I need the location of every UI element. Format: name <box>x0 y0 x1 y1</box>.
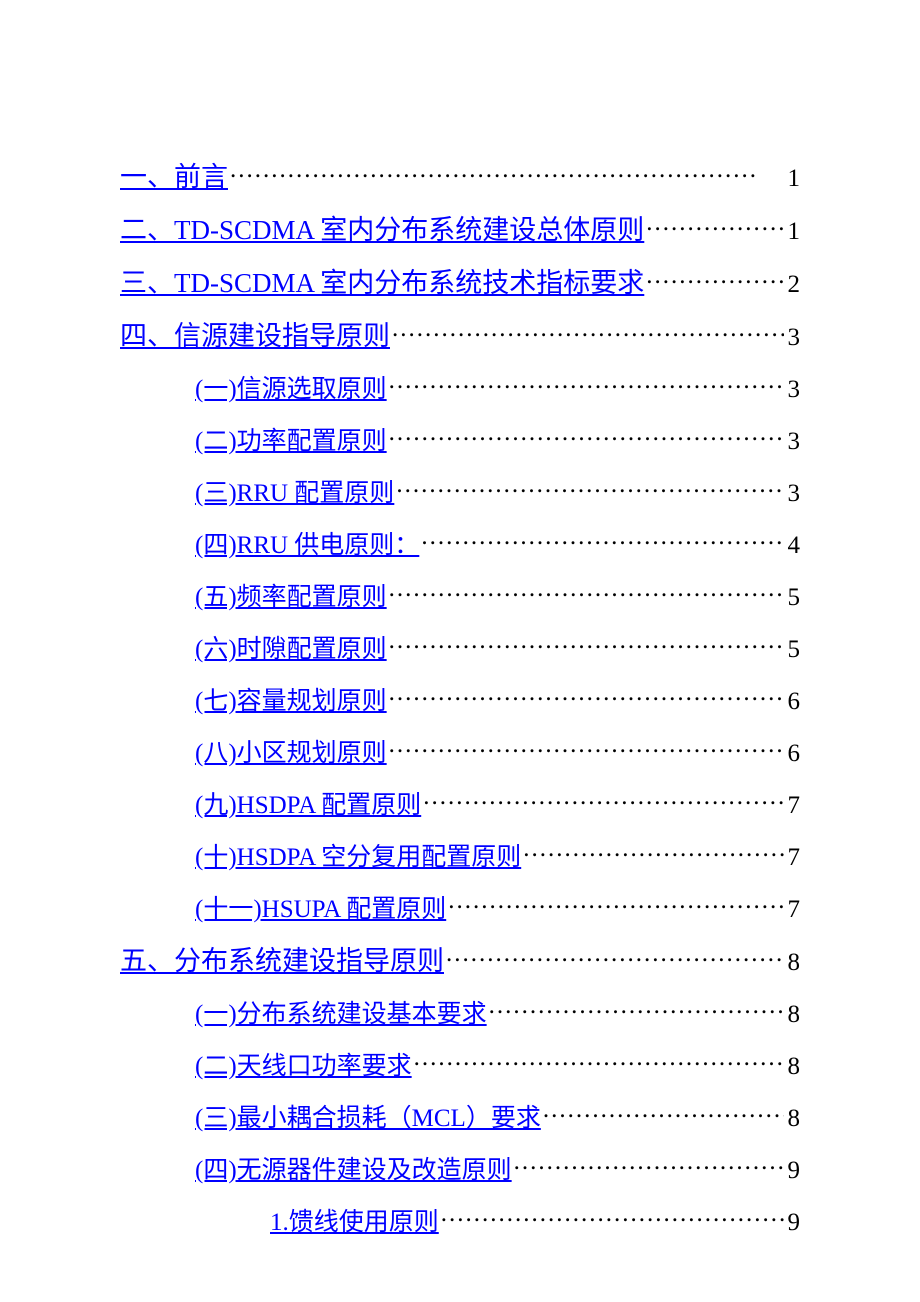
toc-leader-dots <box>390 315 784 345</box>
toc-entry: (二)天线口功率要求 8 <box>195 1044 800 1082</box>
toc-link[interactable]: 四、信源建设指导原则 <box>120 314 390 353</box>
toc-page-number: 3 <box>788 324 801 352</box>
toc-page-number: 6 <box>788 688 801 716</box>
toc-page-number: 7 <box>788 844 801 872</box>
toc-leader-dots <box>644 262 783 292</box>
toc-entry: (一)信源选取原则 3 <box>195 367 800 405</box>
toc-link[interactable]: (十一)HSUPA 配置原则 <box>195 889 446 925</box>
toc-leader-dots <box>228 156 784 186</box>
toc-leader-dots <box>387 575 784 605</box>
toc-entry: (十一)HSUPA 配置原则 7 <box>195 887 800 925</box>
toc-entry: 二、TD-SCDMA 室内分布系统建设总体原则 1 <box>120 208 800 247</box>
toc-link[interactable]: (四)无源器件建设及改造原则 <box>195 1150 512 1186</box>
toc-leader-dots <box>421 783 783 813</box>
toc-page-number: 1 <box>788 165 801 193</box>
toc-entry: (九)HSDPA 配置原则 7 <box>195 783 800 821</box>
toc-leader-dots <box>444 940 784 970</box>
toc-entry: 四、信源建设指导原则 3 <box>120 314 800 353</box>
toc-page-number: 8 <box>788 1053 801 1081</box>
toc-entry: 一、前言 1 <box>120 155 800 194</box>
toc-page-number: 1 <box>788 218 801 246</box>
toc-entry: (三)最小耦合损耗（MCL）要求 8 <box>195 1096 800 1134</box>
toc-link[interactable]: 1.馈线使用原则 <box>270 1202 439 1238</box>
toc-page-number: 4 <box>788 532 801 560</box>
toc-entry: (四)无源器件建设及改造原则 9 <box>195 1148 800 1186</box>
toc-leader-dots <box>412 1044 784 1074</box>
toc-leader-dots <box>521 835 783 865</box>
toc-page-number: 3 <box>788 376 801 404</box>
toc-link[interactable]: 三、TD-SCDMA 室内分布系统技术指标要求 <box>120 261 644 300</box>
toc-entry: (七)容量规划原则 6 <box>195 679 800 717</box>
toc-link[interactable]: (二)天线口功率要求 <box>195 1046 412 1082</box>
toc-entry: 1.馈线使用原则 9 <box>270 1200 800 1238</box>
toc-link[interactable]: 一、前言 <box>120 155 228 194</box>
toc-leader-dots <box>387 731 784 761</box>
toc-entry: (五)频率配置原则 5 <box>195 575 800 613</box>
toc-link[interactable]: (一)分布系统建设基本要求 <box>195 994 487 1030</box>
toc-page-number: 8 <box>788 1105 801 1133</box>
toc-entry: (三)RRU 配置原则 3 <box>195 471 800 509</box>
toc-page-number: 7 <box>788 896 801 924</box>
toc-leader-dots <box>387 679 784 709</box>
toc-link[interactable]: (二)功率配置原则 <box>195 421 387 457</box>
toc-link[interactable]: (六)时隙配置原则 <box>195 629 387 665</box>
toc-leader-dots <box>541 1096 784 1126</box>
toc-link[interactable]: (七)容量规划原则 <box>195 681 387 717</box>
toc-leader-dots <box>387 367 784 397</box>
toc-page-number: 5 <box>788 636 801 664</box>
toc-entry: 五、分布系统建设指导原则 8 <box>120 939 800 978</box>
toc-page-number: 9 <box>788 1157 801 1185</box>
toc-leader-dots <box>439 1200 784 1230</box>
toc-leader-dots <box>512 1148 784 1178</box>
toc-leader-dots <box>387 419 784 449</box>
toc-link[interactable]: (八)小区规划原则 <box>195 733 387 769</box>
toc-entry: (一)分布系统建设基本要求 8 <box>195 992 800 1030</box>
toc-leader-dots <box>387 627 784 657</box>
toc-page-number: 3 <box>788 480 801 508</box>
toc-link[interactable]: (四)RRU 供电原则： <box>195 525 419 561</box>
toc-leader-dots <box>394 471 783 501</box>
table-of-contents: 一、前言 1 二、TD-SCDMA 室内分布系统建设总体原则 1 三、TD-SCDMA … <box>120 155 800 1238</box>
toc-link[interactable]: (一)信源选取原则 <box>195 369 387 405</box>
toc-entry: (十)HSDPA 空分复用配置原则 7 <box>195 835 800 873</box>
toc-page-number: 5 <box>788 584 801 612</box>
toc-link[interactable]: 二、TD-SCDMA 室内分布系统建设总体原则 <box>120 208 644 247</box>
toc-leader-dots <box>419 523 783 553</box>
toc-entry: (二)功率配置原则 3 <box>195 419 800 457</box>
toc-page-number: 3 <box>788 428 801 456</box>
toc-leader-dots <box>644 209 783 239</box>
toc-link[interactable]: (五)频率配置原则 <box>195 577 387 613</box>
toc-leader-dots <box>446 887 783 917</box>
toc-page-number: 6 <box>788 740 801 768</box>
toc-leader-dots <box>487 992 784 1022</box>
toc-entry: (四)RRU 供电原则： 4 <box>195 523 800 561</box>
toc-page-number: 9 <box>788 1209 801 1237</box>
toc-link[interactable]: (三)最小耦合损耗（MCL）要求 <box>195 1098 541 1134</box>
toc-entry: (八)小区规划原则 6 <box>195 731 800 769</box>
toc-page-number: 2 <box>788 271 801 299</box>
toc-page-number: 8 <box>788 1001 801 1029</box>
toc-page-number: 8 <box>788 949 801 977</box>
toc-link[interactable]: (三)RRU 配置原则 <box>195 473 394 509</box>
toc-link[interactable]: (九)HSDPA 配置原则 <box>195 785 421 821</box>
toc-entry: 三、TD-SCDMA 室内分布系统技术指标要求 2 <box>120 261 800 300</box>
toc-link[interactable]: (十)HSDPA 空分复用配置原则 <box>195 837 521 873</box>
toc-link[interactable]: 五、分布系统建设指导原则 <box>120 939 444 978</box>
toc-entry: (六)时隙配置原则 5 <box>195 627 800 665</box>
toc-page-number: 7 <box>788 792 801 820</box>
